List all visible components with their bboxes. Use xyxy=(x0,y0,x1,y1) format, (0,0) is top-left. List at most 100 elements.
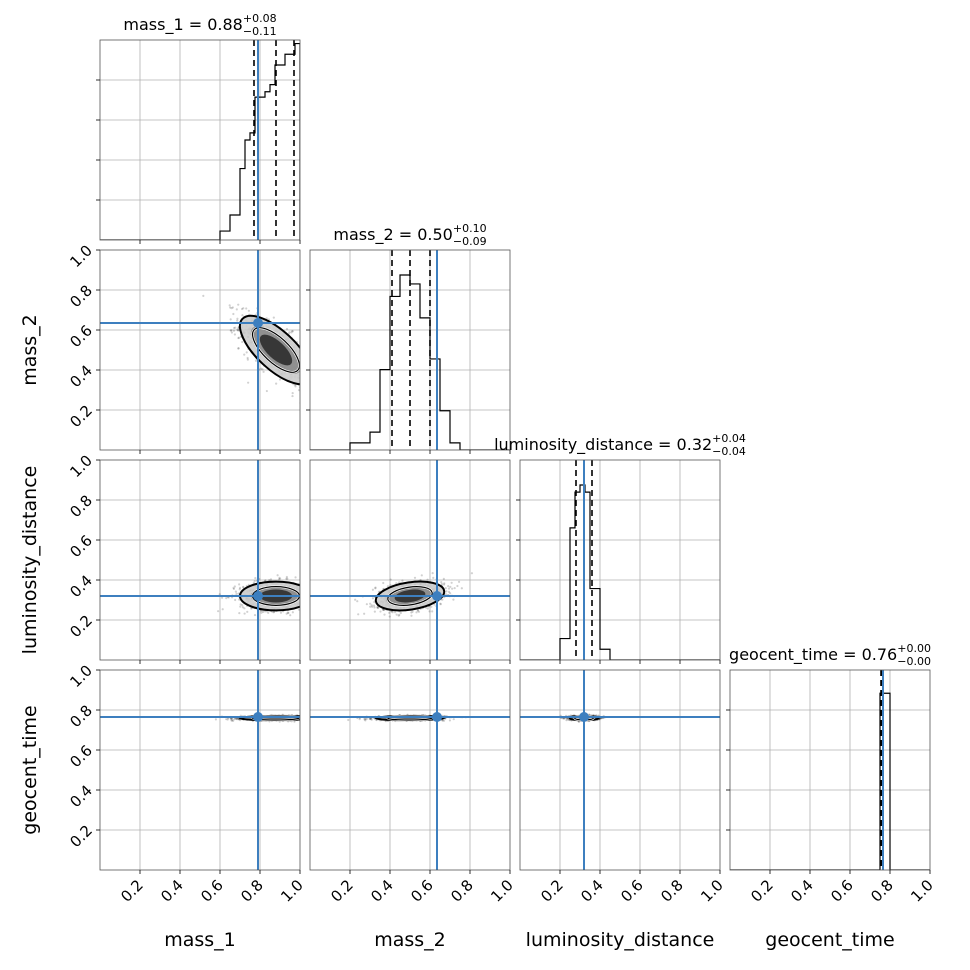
sample-point xyxy=(307,381,309,383)
density-mass_2-geocent_time xyxy=(310,670,510,870)
sample-point xyxy=(237,328,240,332)
sample-point xyxy=(301,608,303,610)
histogram-luminosity_distance xyxy=(520,460,720,660)
sample-point xyxy=(301,348,303,350)
sample-point xyxy=(302,592,304,594)
sample-point xyxy=(305,591,307,593)
sample-point xyxy=(302,718,304,720)
sample-point xyxy=(218,593,221,596)
sample-point xyxy=(262,610,265,614)
density-mass_1-luminosity_distance xyxy=(100,460,312,660)
sample-point xyxy=(242,586,245,589)
sample-point xyxy=(304,593,306,595)
sample-point xyxy=(304,353,306,355)
sample-point xyxy=(374,586,377,589)
sample-point xyxy=(303,595,305,597)
sample-point xyxy=(451,587,454,590)
sample-point xyxy=(230,719,233,722)
sample-point xyxy=(239,719,242,722)
sample-point xyxy=(303,601,305,603)
sample-point xyxy=(302,577,304,579)
sample-point xyxy=(233,585,236,588)
sample-point xyxy=(325,391,327,393)
sample-point xyxy=(304,586,306,588)
sample-point xyxy=(301,355,303,357)
sample-point xyxy=(300,361,302,363)
sample-point xyxy=(401,579,404,582)
sample-point xyxy=(302,596,304,598)
sample-point xyxy=(370,604,373,607)
sample-point xyxy=(452,598,455,601)
sample-point xyxy=(319,377,321,379)
sample-point xyxy=(233,333,236,336)
sample-point xyxy=(310,589,312,591)
sample-point xyxy=(439,602,442,605)
sample-point xyxy=(276,574,279,577)
sample-point xyxy=(315,376,317,378)
sample-point xyxy=(254,577,257,580)
sample-point xyxy=(441,598,444,601)
sample-point xyxy=(272,611,275,614)
sample-point xyxy=(388,611,391,614)
sample-point xyxy=(305,367,307,369)
sample-point xyxy=(304,354,306,356)
sample-point xyxy=(300,715,302,717)
sample-point xyxy=(305,585,307,587)
sample-point xyxy=(317,367,319,369)
sample-point xyxy=(247,381,250,384)
sample-point xyxy=(358,718,361,721)
sample-point xyxy=(252,581,255,584)
sample-point xyxy=(305,597,307,599)
sample-point xyxy=(393,611,397,614)
truth-point xyxy=(253,591,263,601)
sample-point xyxy=(354,598,357,601)
sample-point xyxy=(304,371,306,373)
sample-point xyxy=(300,606,302,608)
sample-point xyxy=(365,717,368,720)
sample-point xyxy=(399,611,402,615)
sample-point xyxy=(232,329,236,332)
sample-point xyxy=(449,585,452,588)
sample-point xyxy=(302,383,304,385)
sample-point xyxy=(369,717,372,720)
sample-point xyxy=(357,613,360,616)
sample-point xyxy=(265,389,268,393)
sample-point xyxy=(374,587,377,590)
sample-point xyxy=(301,716,303,718)
sample-point xyxy=(327,386,329,388)
sample-point xyxy=(565,719,568,722)
sample-point xyxy=(214,718,217,721)
sample-point xyxy=(264,579,267,582)
sample-point xyxy=(444,593,448,596)
sample-point xyxy=(303,357,305,359)
sample-point xyxy=(442,583,446,586)
sample-point xyxy=(230,329,233,332)
sample-point xyxy=(302,349,304,351)
contour-line xyxy=(374,580,446,612)
sample-point xyxy=(315,382,317,384)
sample-point xyxy=(306,585,308,587)
sample-point xyxy=(247,309,250,312)
histogram-mass_2 xyxy=(310,250,510,450)
sample-point xyxy=(294,385,297,388)
sample-point xyxy=(300,603,302,605)
sample-point xyxy=(315,372,317,374)
sample-point xyxy=(242,307,245,310)
sample-point xyxy=(301,588,303,590)
contour-line xyxy=(387,586,433,606)
sample-point xyxy=(240,307,244,311)
sample-point xyxy=(347,718,350,722)
sample-point xyxy=(260,611,263,614)
sample-point xyxy=(234,326,237,329)
sample-point xyxy=(294,576,297,579)
sample-point xyxy=(306,382,308,384)
sample-point xyxy=(395,613,398,616)
sample-point xyxy=(306,375,308,377)
sample-point xyxy=(243,612,246,615)
sample-point xyxy=(302,717,304,719)
sample-point xyxy=(304,603,306,605)
sample-point xyxy=(305,360,307,362)
sample-point xyxy=(304,715,306,717)
sample-point xyxy=(253,613,257,617)
density-mass_1-mass_2 xyxy=(100,250,329,450)
